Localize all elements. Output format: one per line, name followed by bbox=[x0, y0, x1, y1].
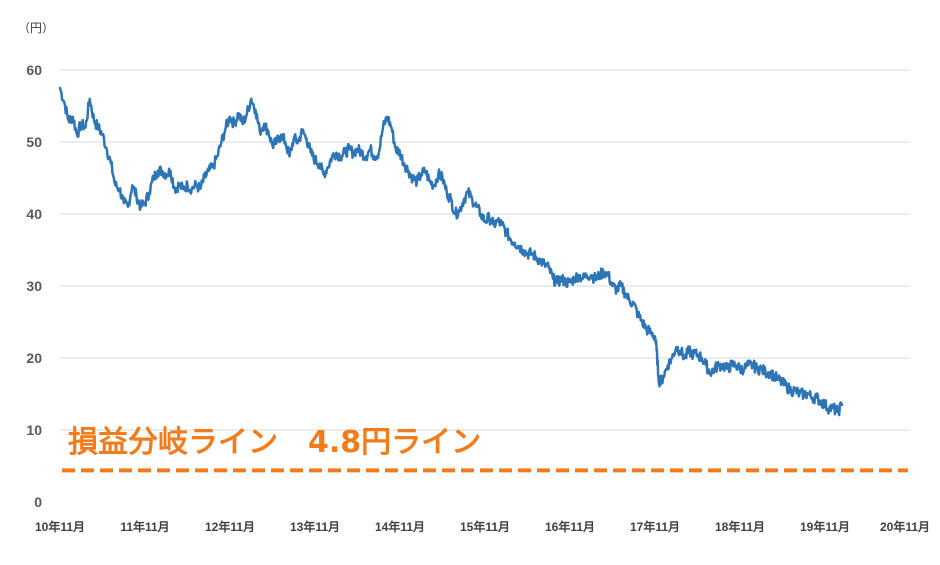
x-tick-label: 15年11月 bbox=[460, 519, 510, 534]
y-tick-label: 60 bbox=[26, 62, 42, 78]
y-tick-label: 30 bbox=[26, 278, 42, 294]
y-tick-label: 20 bbox=[26, 350, 42, 366]
x-tick-label: 10年11月 bbox=[35, 519, 85, 534]
price-series-line bbox=[58, 86, 844, 417]
x-tick-label: 19年11月 bbox=[800, 519, 850, 534]
x-tick-label: 14年11月 bbox=[375, 519, 425, 534]
x-tick-label: 13年11月 bbox=[290, 519, 340, 534]
y-tick-label: 40 bbox=[26, 206, 42, 222]
x-tick-label: 12年11月 bbox=[205, 519, 255, 534]
x-axis-ticks: 10年11月 11年11月 12年11月 13年11月 14年11月 15年11月 16年1… bbox=[35, 519, 930, 534]
x-tick-label: 20年11月 bbox=[880, 519, 930, 534]
y-tick-label: 50 bbox=[26, 134, 42, 150]
gridlines bbox=[60, 69, 910, 431]
breakeven-annotation-label: 損益分岐ライン 4.8円ライン bbox=[68, 425, 481, 460]
y-axis-ticks: 0 10 20 30 40 50 60 bbox=[26, 62, 42, 510]
x-tick-label: 11年11月 bbox=[120, 519, 169, 534]
y-axis-unit-label: （円） bbox=[18, 21, 54, 35]
x-tick-label: 16年11月 bbox=[545, 519, 595, 534]
x-tick-label: 17年11月 bbox=[630, 519, 680, 534]
x-tick-label: 18年11月 bbox=[715, 519, 765, 534]
y-tick-label: 0 bbox=[34, 494, 42, 510]
y-tick-label: 10 bbox=[26, 422, 42, 438]
